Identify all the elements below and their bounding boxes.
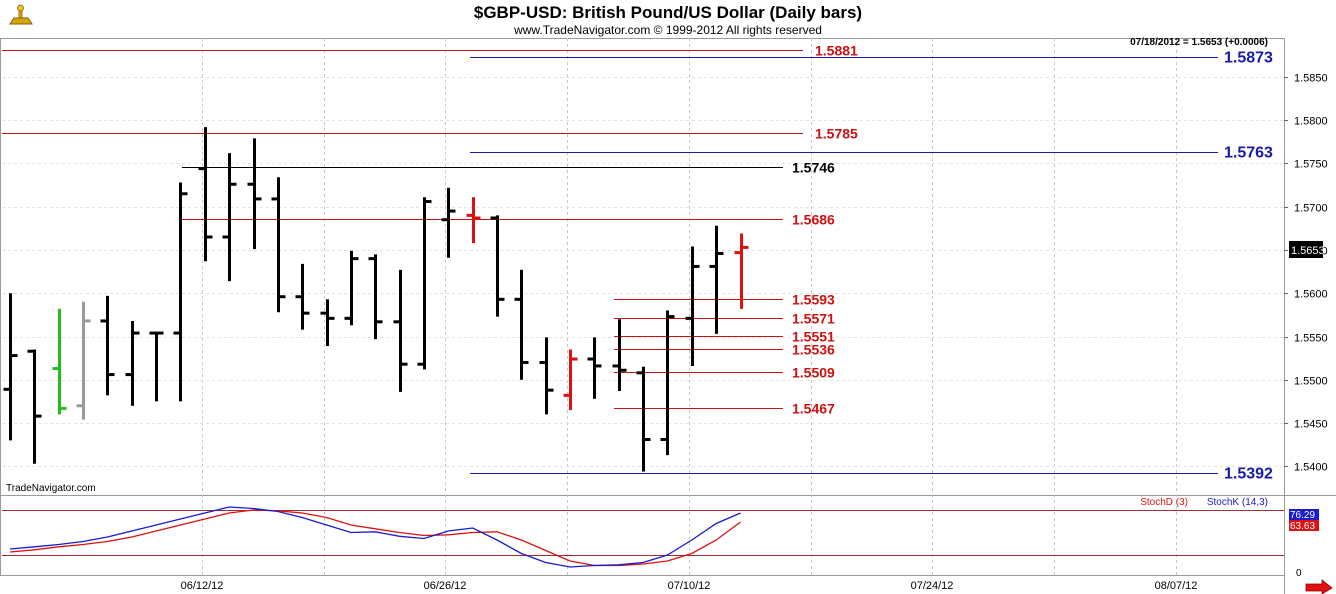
axis-layer: 06/12/12 06/26/12 07/10/12 07/24/12 08/07/12… xyxy=(181,73,1328,593)
ohlc-bar xyxy=(393,269,408,392)
ohlc-bar xyxy=(149,331,164,402)
ohlc-bar xyxy=(76,301,91,420)
level-label: 1.5881 xyxy=(815,43,858,59)
level-label: 1.5873 xyxy=(1224,50,1273,67)
level-label: 1.5686 xyxy=(792,212,835,228)
levels-layer: 1.5881 1.5873 1.5785 1.5763 1.5746 1.5686 1.55… xyxy=(2,43,1273,483)
level-label: 1.5763 xyxy=(1224,145,1273,162)
x-tick-label: 06/26/12 xyxy=(424,580,467,592)
y-tick-label: 1.5750 xyxy=(1294,159,1328,171)
stoch-axis-zero: 0 xyxy=(1296,568,1302,579)
ohlc-bar xyxy=(27,349,42,464)
ohlc-bar xyxy=(3,293,18,441)
ohlc-bar xyxy=(271,177,286,313)
x-tick-label: 07/10/12 xyxy=(668,580,711,592)
ohlc-bar xyxy=(660,310,675,456)
grid-layer xyxy=(0,38,1336,594)
y-tick-label: 1.5700 xyxy=(1294,203,1328,215)
ohlc-bar xyxy=(222,153,237,282)
ohlc-bar xyxy=(734,233,749,309)
trade-navigator-logo-icon xyxy=(9,4,33,25)
stochd-line xyxy=(9,509,741,567)
level-label: 1.5392 xyxy=(1224,466,1273,483)
ohlc-bar xyxy=(490,215,505,317)
level-label: 1.5551 xyxy=(792,329,835,345)
plot-frame xyxy=(0,38,1285,576)
bars-layer xyxy=(3,127,749,472)
stochk-legend: StochK (14,3) xyxy=(1207,497,1268,508)
stochk-value: 76.29 xyxy=(1290,510,1315,521)
ohlc-bar xyxy=(685,246,700,366)
chart-title: $GBP-USD: British Pound/US Dollar (Daily… xyxy=(474,3,862,22)
ohlc-bar xyxy=(612,319,627,392)
ohlc-bar xyxy=(344,250,359,326)
level-label: 1.5509 xyxy=(792,365,835,381)
ohlc-bar xyxy=(173,182,188,402)
ohlc-bar xyxy=(247,138,262,250)
x-tick-label: 06/12/12 xyxy=(181,580,224,592)
level-label: 1.5467 xyxy=(792,401,835,417)
scroll-right-arrow-icon[interactable] xyxy=(1303,579,1336,594)
last-price-box xyxy=(1289,241,1323,258)
ohlc-bar xyxy=(125,320,140,406)
y-tick-label: 1.5500 xyxy=(1294,376,1328,388)
level-label: 1.5536 xyxy=(792,342,835,358)
ohlc-bar xyxy=(320,299,335,347)
y-tick-label: 1.5600 xyxy=(1294,289,1328,301)
stochk-line xyxy=(9,506,741,568)
ohlc-bar xyxy=(539,337,554,415)
ohlc-bar xyxy=(466,197,481,244)
y-tick-label: 1.5450 xyxy=(1294,419,1328,431)
level-label: 1.5785 xyxy=(815,126,858,142)
ohlc-bar xyxy=(441,187,456,258)
ohlc-bar xyxy=(587,337,602,399)
stochd-value: 63.63 xyxy=(1290,521,1315,532)
chart-subtitle: www.TradeNavigator.com © 1999-2012 All r… xyxy=(513,23,822,37)
y-tick-label: 1.5850 xyxy=(1294,73,1328,85)
ohlc-bar xyxy=(417,197,432,370)
ohlc-bar xyxy=(563,349,578,411)
y-tick-label: 1.5800 xyxy=(1294,116,1328,128)
watermark: TradeNavigator.com xyxy=(6,483,96,494)
level-label: 1.5593 xyxy=(792,292,835,308)
x-tick-label: 08/07/12 xyxy=(1155,580,1198,592)
ohlc-bar xyxy=(100,295,115,396)
y-tick-label: 1.5550 xyxy=(1294,333,1328,345)
level-label: 1.5746 xyxy=(792,160,835,176)
ohlc-bar xyxy=(368,254,383,340)
ohlc-bar xyxy=(709,225,724,334)
level-label: 1.5571 xyxy=(792,311,835,327)
ohlc-bar xyxy=(295,263,310,330)
last-quote: 07/18/2012 = 1.5653 (+0.0006) xyxy=(1130,37,1268,48)
ohlc-bar xyxy=(198,127,213,262)
stochastic-panel xyxy=(2,506,1284,568)
y-tick-label: 1.5400 xyxy=(1294,462,1328,474)
stochk-value-box xyxy=(1289,509,1319,520)
ohlc-bar xyxy=(636,366,651,472)
last-price-marker: 1.5653 xyxy=(1291,245,1325,257)
ohlc-bar xyxy=(52,308,67,415)
stochd-legend: StochD (3) xyxy=(1140,497,1188,508)
stochd-value-box xyxy=(1289,520,1319,531)
x-tick-label: 07/24/12 xyxy=(911,580,954,592)
ohlc-bar xyxy=(514,269,529,380)
